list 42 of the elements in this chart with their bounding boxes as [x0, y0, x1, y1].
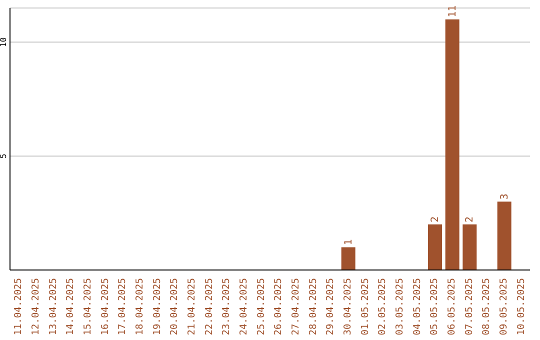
x-tick-label: 23.04.2025 [221, 278, 232, 336]
x-tick-label: 16.04.2025 [100, 278, 111, 336]
x-tick-label: 20.04.2025 [169, 278, 180, 336]
y-tick-label: 10 [0, 37, 8, 47]
x-tick-label: 21.04.2025 [186, 278, 198, 336]
x-tick-label: 12.04.2025 [30, 278, 42, 336]
data-label: 11 [447, 5, 458, 18]
x-tick-label: 06.05.2025 [446, 278, 458, 336]
x-tick-label: 15.04.2025 [82, 278, 94, 336]
x-tick-label: 17.04.2025 [117, 278, 128, 336]
x-tick-label: 04.05.2025 [412, 278, 423, 336]
x-tick-label: 07.05.2025 [464, 278, 475, 336]
x-tick-label: 19.04.2025 [152, 278, 163, 336]
data-label: 3 [499, 194, 510, 200]
x-tick-label: 25.04.2025 [256, 278, 267, 336]
data-label: 2 [464, 216, 476, 222]
x-tick-label: 30.04.2025 [342, 278, 354, 336]
x-tick-label: 01.05.2025 [360, 278, 371, 336]
x-tick-label: 29.04.2025 [325, 278, 336, 336]
data-label: 2 [430, 216, 441, 222]
x-tick-label: 28.04.2025 [308, 278, 319, 336]
x-tick-label: 18.04.2025 [134, 278, 146, 336]
bar [497, 202, 512, 270]
x-tick-label: 03.05.2025 [394, 278, 406, 336]
x-tick-label: 13.04.2025 [48, 278, 59, 336]
x-tick-label: 02.05.2025 [377, 278, 388, 336]
x-tick-label: 24.04.2025 [238, 278, 250, 336]
x-tick-label: 14.04.2025 [65, 278, 76, 336]
x-tick-label: 27.04.2025 [290, 278, 302, 336]
bar [428, 224, 442, 270]
bar [445, 19, 460, 270]
x-tick-label: 09.05.2025 [498, 278, 510, 336]
data-label: 1 [343, 239, 354, 246]
bar [341, 247, 356, 270]
x-tick-label: 26.04.2025 [273, 278, 284, 336]
x-tick-label: 10.05.2025 [516, 278, 527, 336]
x-tick-label: 11.04.2025 [13, 278, 24, 336]
x-tick-label: 05.05.2025 [429, 278, 440, 336]
x-tick-label: 22.04.2025 [204, 278, 215, 336]
y-tick-label: 5 [0, 154, 8, 158]
bar [462, 224, 477, 270]
x-tick-label: 08.05.2025 [481, 278, 492, 336]
